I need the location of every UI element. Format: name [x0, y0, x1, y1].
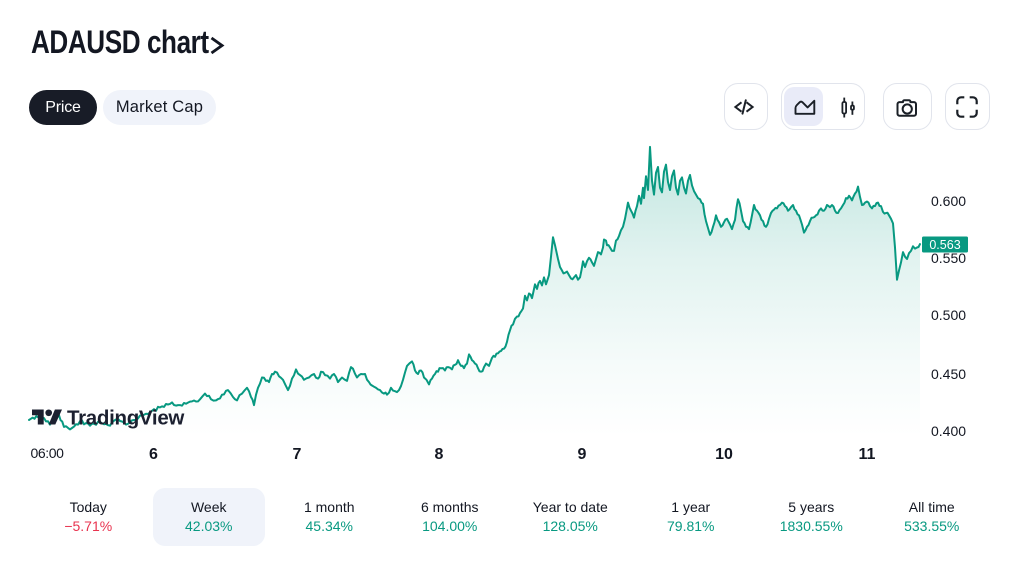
svg-text:7: 7 — [293, 446, 302, 463]
svg-text:8: 8 — [435, 446, 444, 463]
svg-text:6: 6 — [149, 446, 158, 463]
svg-text:11: 11 — [859, 446, 876, 463]
svg-text:TradingView: TradingView — [67, 407, 184, 430]
svg-text:0.400: 0.400 — [931, 423, 966, 439]
svg-text:0.550: 0.550 — [931, 250, 966, 266]
svg-text:0.563: 0.563 — [929, 238, 960, 252]
svg-text:0.600: 0.600 — [931, 193, 966, 209]
svg-text:9: 9 — [578, 446, 587, 463]
svg-text:0.450: 0.450 — [931, 366, 966, 382]
svg-text:10: 10 — [715, 446, 733, 463]
svg-text:0.500: 0.500 — [931, 307, 966, 323]
svg-text:06:00: 06:00 — [30, 445, 64, 461]
